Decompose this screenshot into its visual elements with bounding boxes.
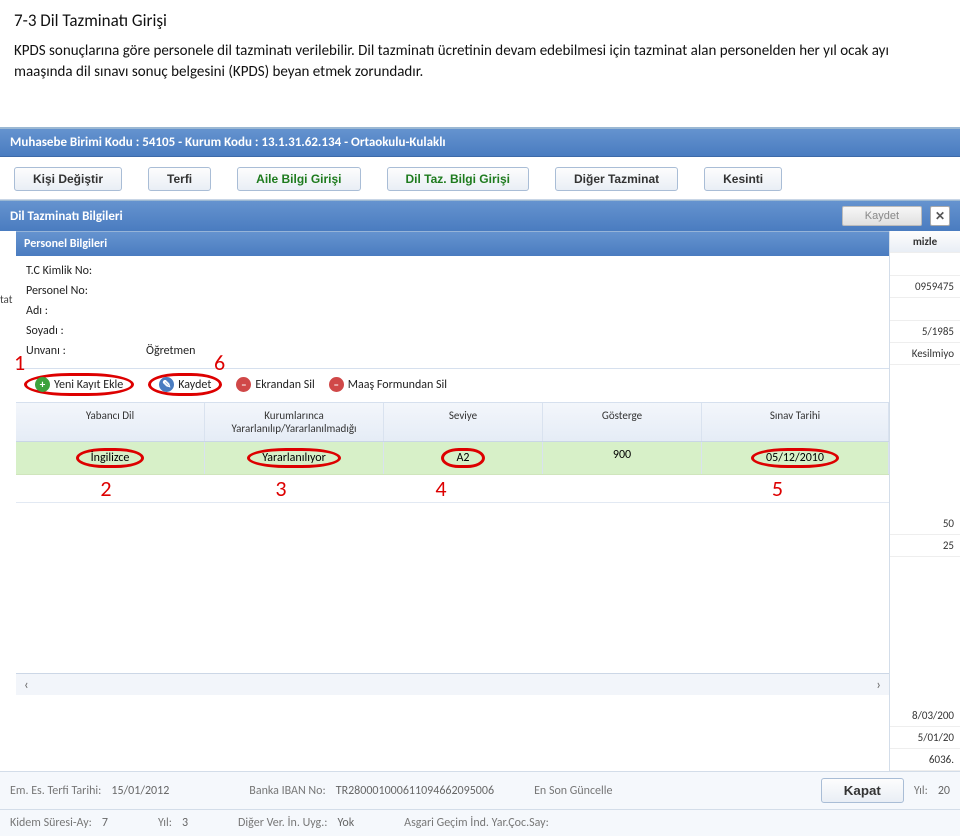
kaydet-button[interactable]: ✎Kaydet xyxy=(159,377,211,392)
footer-row-1: Em. Es. Terfi Tarihi: 15/01/2012 Banka I… xyxy=(0,771,960,809)
right-v7: 5/01/20 xyxy=(890,727,960,749)
section-heading: 7-3 Dil Tazminatı Girişi xyxy=(14,10,946,31)
tc-label: T.C Kimlik No: xyxy=(26,264,146,278)
diger-tazminat-button[interactable]: Diğer Tazminat xyxy=(555,167,678,191)
em-terfi-value: 15/01/2012 xyxy=(111,784,169,798)
iban-value: TR280001000611094662095006 xyxy=(336,784,494,798)
kidem-value: 7 xyxy=(102,816,108,830)
right-v5: 25 xyxy=(890,535,960,557)
right-v8: 6036. xyxy=(890,749,960,771)
grid-header: Yabancı Dil Kurumlarınca Yararlanılıp/Ya… xyxy=(16,403,889,442)
col-seviye: Seviye xyxy=(384,403,543,441)
yil2-value: 3 xyxy=(182,816,188,830)
cell-dil: İngilizce xyxy=(91,451,130,465)
cell-seviye: A2 xyxy=(456,451,469,465)
unvan-value: Öğretmen xyxy=(146,344,879,358)
aile-bilgi-button[interactable]: Aile Bilgi Girişi xyxy=(237,167,360,191)
col-sinav-tarihi: Sınav Tarihi xyxy=(702,403,889,441)
col-yararlanma: Kurumlarınca Yararlanılıp/Yararlanılmadı… xyxy=(205,403,384,441)
kesinti-button[interactable]: Kesinti xyxy=(704,167,782,191)
subpanel-title: Dil Tazminatı Bilgileri xyxy=(10,209,123,224)
highlight-ring-5: 05/12/2010 xyxy=(751,448,839,468)
cell-tarih: 05/12/2010 xyxy=(766,451,824,465)
yil2-label: Yıl: xyxy=(158,816,172,830)
soyadi-label: Soyadı : xyxy=(26,324,146,338)
left-cut-text: tat xyxy=(0,231,16,771)
annotation-4: 4 xyxy=(366,475,516,502)
table-row[interactable]: İngilizce Yararlanılıyor A2 900 05/12/20… xyxy=(16,442,889,475)
window-titlebar: Muhasebe Birimi Kodu : 54105 - Kurum Kod… xyxy=(0,129,960,157)
subpanel-header: Dil Tazminatı Bilgileri Kaydet ✕ xyxy=(0,200,960,231)
right-v3: Kesilmiyo xyxy=(890,343,960,365)
cell-yararlanma: Yararlanılıyor xyxy=(262,451,326,465)
highlight-ring-2: İngilizce xyxy=(76,448,145,468)
main-toolbar: Kişi Değiştir Terfi Aile Bilgi Girişi Di… xyxy=(0,157,960,200)
diger-ver-label: Diğer Ver. İn. Uyg.: xyxy=(238,816,327,830)
annotation-row: 2 3 4 5 xyxy=(16,475,889,502)
right-v2: 5/1985 xyxy=(890,321,960,343)
minus-icon: – xyxy=(329,377,344,392)
subpanel-save-button[interactable]: Kaydet xyxy=(842,206,922,226)
annotation-5: 5 xyxy=(666,475,889,502)
adi-label: Adı : xyxy=(26,304,146,318)
terfi-button[interactable]: Terfi xyxy=(148,167,211,191)
highlight-ring-yeni-kayit: +Yeni Kayıt Ekle xyxy=(24,373,134,396)
annotation-3: 3 xyxy=(196,475,366,502)
section-paragraph: KPDS sonuçlarına göre personele dil tazm… xyxy=(14,41,946,83)
annotation-1: 1 xyxy=(14,349,25,376)
iban-label: Banka IBAN No: xyxy=(249,784,325,798)
action-toolbar: 1 6 +Yeni Kayıt Ekle ✎Kaydet –Ekrandan S… xyxy=(16,368,889,403)
col-gosterge: Gösterge xyxy=(543,403,702,441)
dil-taz-bilgi-button[interactable]: Dil Taz. Bilgi Girişi xyxy=(387,167,529,191)
yeni-kayit-ekle-button[interactable]: +Yeni Kayıt Ekle xyxy=(35,377,123,392)
footer-row-2: Kidem Süresi-Ay: 7 Yıl: 3 Diğer Ver. İn.… xyxy=(0,809,960,836)
right-tail-text: mizle xyxy=(890,231,960,253)
personel-header: Personel Bilgileri xyxy=(16,231,889,256)
em-terfi-label: Em. Es. Terfi Tarihi: xyxy=(10,784,101,798)
diger-ver-value: Yok xyxy=(337,816,354,830)
right-v1: 0959475 xyxy=(890,276,960,298)
plus-icon: + xyxy=(35,377,50,392)
guncelle-label: En Son Güncelle xyxy=(534,784,612,798)
close-icon[interactable]: ✕ xyxy=(930,206,950,226)
highlight-ring-kaydet: ✎Kaydet xyxy=(148,373,222,396)
cell-gosterge: 900 xyxy=(613,448,631,462)
h-scrollbar[interactable]: ‹› xyxy=(16,673,889,695)
highlight-ring-4: A2 xyxy=(441,448,484,468)
kidem-label: Kidem Süresi-Ay: xyxy=(10,816,92,830)
unvan-label: Unvanı : xyxy=(26,344,146,358)
personelno-label: Personel No: xyxy=(26,284,146,298)
col-yabanci-dil: Yabancı Dil xyxy=(16,403,205,441)
right-v6: 8/03/200 xyxy=(890,705,960,727)
minus-icon: – xyxy=(236,377,251,392)
asgari-label: Asgari Geçim İnd. Yar.Çoc.Say: xyxy=(404,816,549,830)
personel-fields: T.C Kimlik No: Personel No: Adı : Soyadı… xyxy=(16,256,889,368)
save-icon: ✎ xyxy=(159,377,174,392)
app-window: Muhasebe Birimi Kodu : 54105 - Kurum Kod… xyxy=(0,127,960,836)
yil-label: Yıl: xyxy=(914,784,928,798)
yil-value: 20 xyxy=(938,784,950,798)
annotation-2: 2 xyxy=(16,475,196,502)
highlight-ring-3: Yararlanılıyor xyxy=(247,448,341,468)
right-cut-column: mizle 0959475 5/1985 Kesilmiyo 50 25 8/0… xyxy=(889,231,960,771)
annotation-6: 6 xyxy=(214,349,225,376)
ekrandan-sil-button[interactable]: –Ekrandan Sil xyxy=(236,377,314,392)
maas-formundan-sil-button[interactable]: –Maaş Formundan Sil xyxy=(329,377,447,392)
empty-area xyxy=(16,502,889,673)
kisi-degistir-button[interactable]: Kişi Değiştir xyxy=(14,167,122,191)
right-v4: 50 xyxy=(890,513,960,535)
kapat-button[interactable]: Kapat xyxy=(821,778,904,803)
